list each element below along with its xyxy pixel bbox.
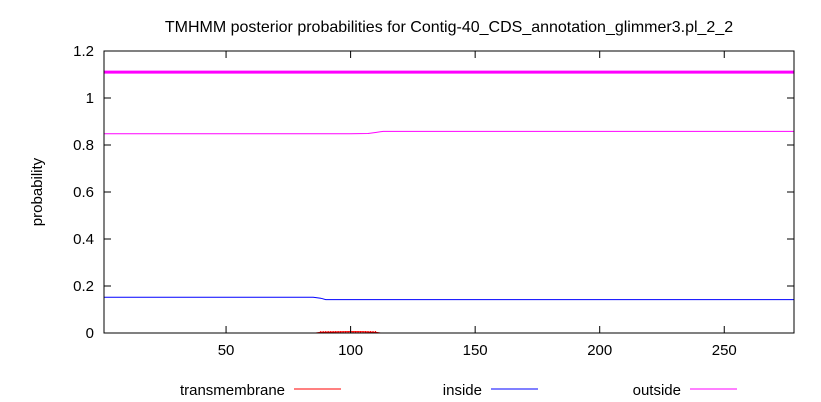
series-line-inside	[104, 296, 794, 301]
y-tick-label: 1	[86, 90, 94, 107]
plot-frame	[103, 50, 795, 334]
x-tick-label: 150	[463, 342, 488, 359]
series-line-outside	[104, 130, 794, 135]
legend-label-inside: inside	[443, 382, 482, 399]
y-tick-label: 0.6	[73, 184, 94, 201]
series-layer	[104, 130, 794, 334]
x-tick-label: 100	[338, 342, 363, 359]
y-axis-label: probability	[29, 157, 46, 226]
x-tick-label: 200	[587, 342, 612, 359]
chart-title: TMHMM posterior probabilities for Contig…	[165, 19, 733, 36]
y-tick-label: 0.8	[73, 137, 94, 154]
y-tick-label: 1.2	[73, 43, 94, 60]
legend: transmembrane inside outside	[180, 382, 737, 399]
x-tick-label: 50	[218, 342, 235, 359]
x-tick-label: 250	[712, 342, 737, 359]
y-tick-label: 0.2	[73, 278, 94, 295]
legend-label-transmembrane: transmembrane	[180, 382, 285, 399]
y-axis-ticks: 0 0.2 0.4 0.6 0.8 1 1.2	[73, 43, 794, 342]
y-tick-label: 0.4	[73, 231, 94, 248]
y-tick-label: 0	[86, 325, 94, 342]
x-axis-ticks: 50 100 150 200 250	[218, 51, 737, 359]
legend-label-outside: outside	[633, 382, 681, 399]
